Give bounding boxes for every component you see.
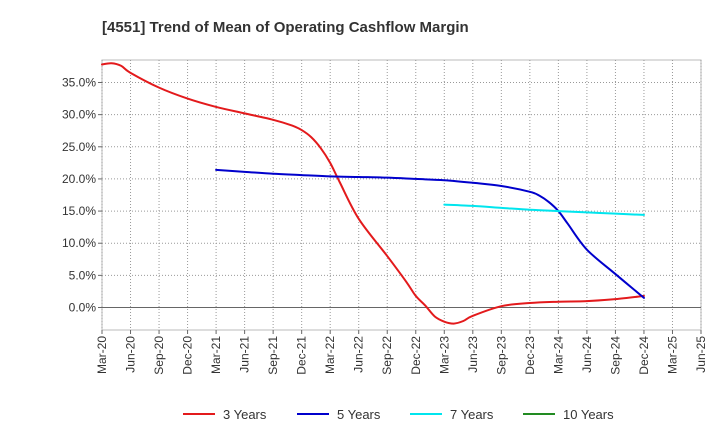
y-tick-label: 35.0% [62,76,96,90]
x-tick-label: Jun-21 [238,336,252,373]
x-tick-label: Dec-20 [181,336,195,375]
y-tick-label: 20.0% [62,172,96,186]
y-tick-label: 25.0% [62,140,96,154]
x-tick-label: Mar-25 [665,336,679,374]
x-tick-label: Mar-22 [323,336,337,374]
series-line-1 [101,62,645,325]
legend-label: 5 Years [337,407,381,422]
x-tick-label: Dec-23 [523,336,537,375]
x-tick-label: Sep-24 [608,336,622,375]
y-axis-ticks: 0.0% 5.0% 10.0% 15.0% 20.0% 25.0% 30.0% 35.0% [62,76,102,315]
y-tick-label: 10.0% [62,236,96,250]
x-tick-label: Jun-23 [466,336,480,373]
grid [101,60,702,330]
series-line-2 [215,168,645,299]
y-tick-label: 15.0% [62,204,96,218]
x-axis-ticks: Mar-20 Jun-20 Sep-20 Dec-20 Mar-21 Jun-21 Sep-… [95,330,708,375]
x-tick-label: Dec-22 [409,336,423,375]
x-tick-label: Dec-21 [295,336,309,375]
x-tick-label: Mar-21 [209,336,223,374]
plot-area [101,59,702,331]
x-tick-label: Sep-23 [494,336,508,375]
legend-label: 10 Years [563,407,614,422]
legend: 3 Years 5 Years 7 Years 10 Years [183,407,614,422]
series-line-3 [443,203,645,216]
x-tick-label: Mar-24 [551,336,565,374]
x-tick-label: Mar-20 [95,336,109,374]
x-tick-label: Sep-20 [152,336,166,375]
x-tick-label: Jun-22 [352,336,366,373]
y-tick-label: 30.0% [62,108,96,122]
x-tick-label: Sep-21 [266,336,280,375]
x-tick-label: Dec-24 [637,336,651,375]
series-lines [101,62,645,325]
x-tick-label: Jun-24 [580,336,594,373]
y-tick-label: 0.0% [69,301,97,315]
x-tick-label: Mar-23 [437,336,451,374]
legend-label: 3 Years [223,407,267,422]
legend-label: 7 Years [450,407,494,422]
chart-title: [4551] Trend of Mean of Operating Cashfl… [102,19,469,36]
x-tick-label: Sep-22 [380,336,394,375]
y-tick-label: 5.0% [69,268,97,282]
x-tick-label: Jun-25 [694,336,708,373]
x-tick-label: Jun-20 [124,336,138,373]
